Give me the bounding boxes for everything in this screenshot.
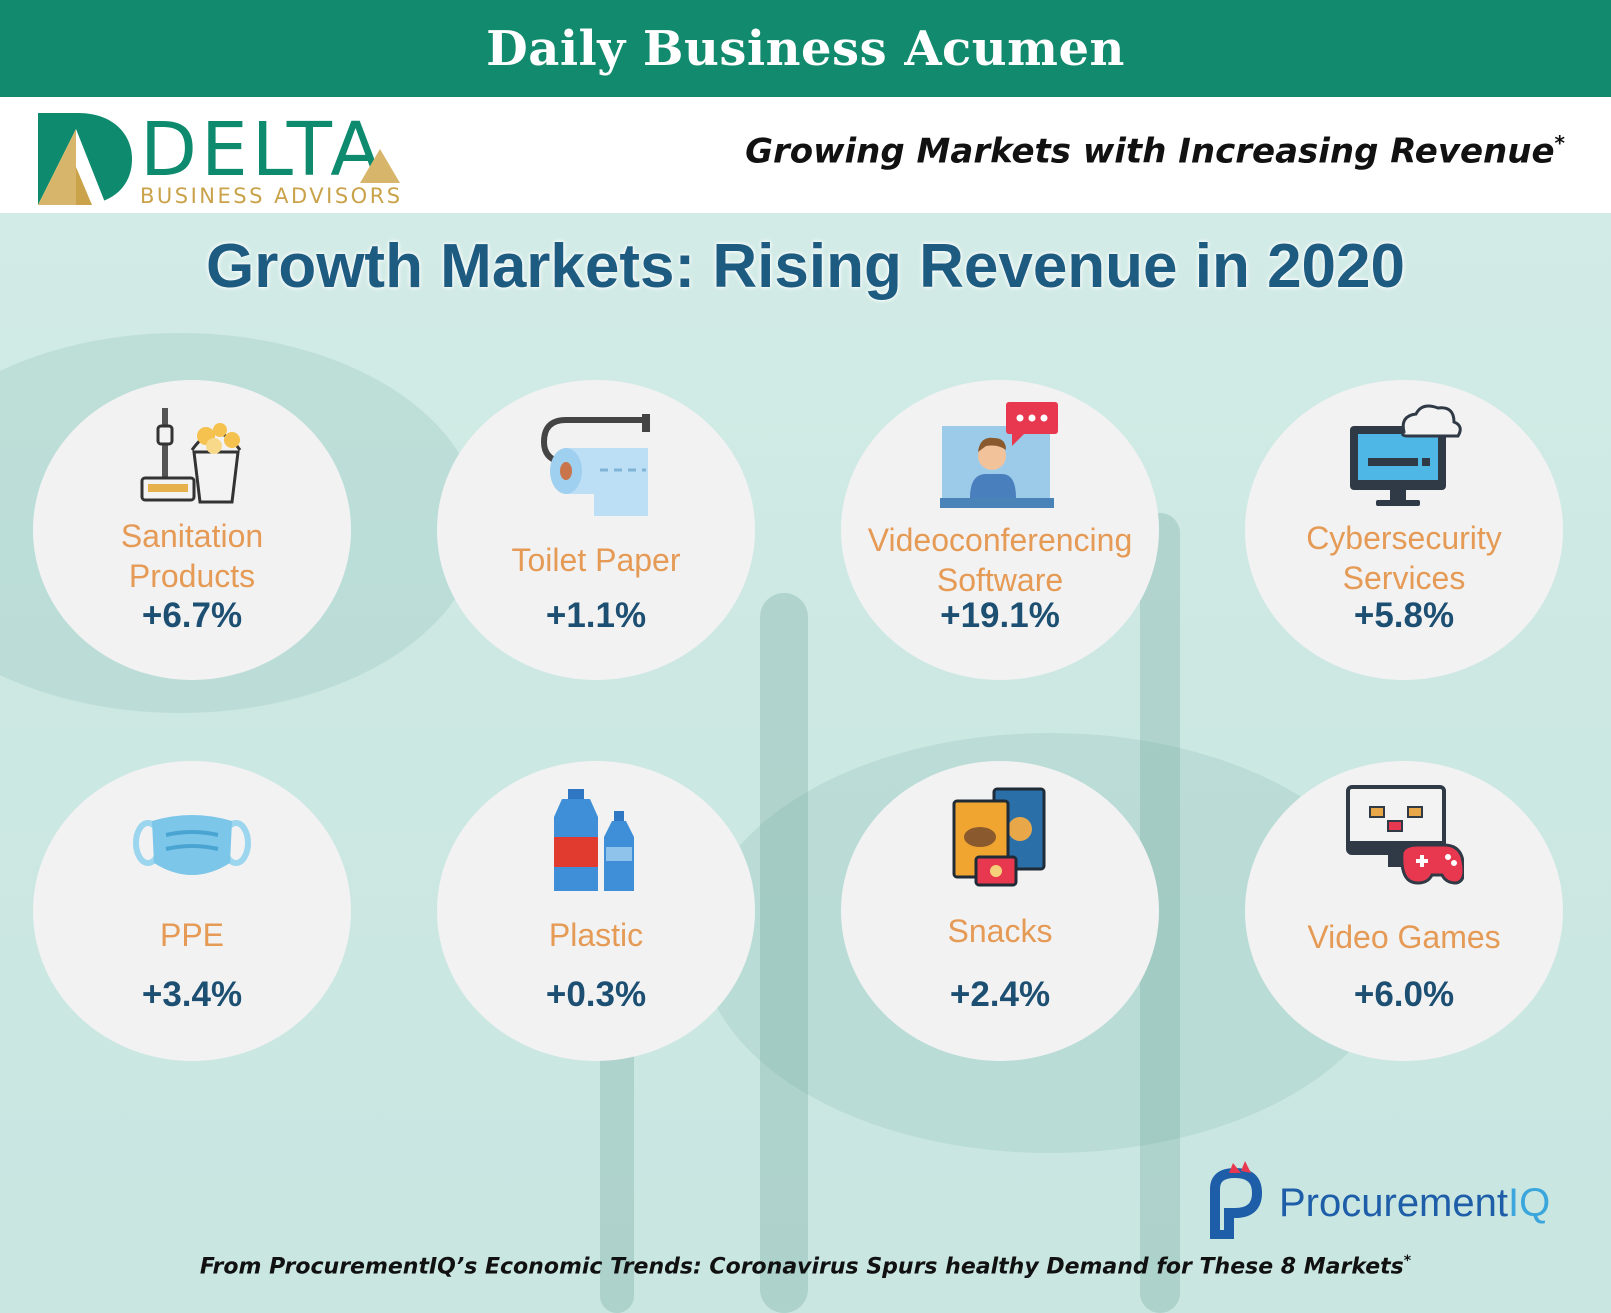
market-label-line: Products	[128, 558, 256, 594]
header-title: Daily Business Acumen	[486, 20, 1125, 77]
delta-logo-subtitle: BUSINESS ADVISORS	[140, 184, 403, 208]
market-value: +19.1%	[940, 596, 1060, 635]
header-bar: Daily Business Acumen	[0, 0, 1611, 97]
market-label-line: Snacks	[947, 913, 1053, 949]
delta-logo-name: DELTA	[140, 107, 385, 193]
market-value: +6.0%	[1353, 975, 1455, 1014]
market-value: +2.4%	[949, 975, 1051, 1014]
procurementiq-name: ProcurementIQ	[1279, 1181, 1550, 1226]
bg-cactus	[760, 593, 808, 1313]
footnote-text: From ProcurementIQ’s Economic Trends: Co…	[199, 1254, 1404, 1280]
infographic-title: Growth Markets: Rising Revenue in 2020	[205, 232, 1405, 301]
market-label: Cybersecurity Services	[1245, 518, 1563, 598]
market-label-line: Videoconferencing	[867, 522, 1133, 558]
procurementiq-logo: ProcurementIQ	[1203, 1159, 1583, 1239]
market-label: Plastic	[437, 915, 755, 955]
market-card-sanitation: Sanitation Products +6.7%	[33, 380, 351, 680]
snack-bags-icon	[940, 785, 1060, 895]
brand-bar: DELTA BUSINESS ADVISORS Growing Markets …	[0, 97, 1611, 213]
market-label-line: Cybersecurity	[1306, 520, 1502, 556]
market-label-line: Services	[1342, 560, 1466, 596]
market-value: +0.3%	[545, 975, 647, 1014]
market-label: Toilet Paper	[437, 540, 755, 580]
market-card-toilet-paper: Toilet Paper +1.1%	[437, 380, 755, 680]
market-card-ppe: PPE +3.4%	[33, 761, 351, 1061]
video-call-icon	[940, 400, 1060, 510]
delta-triangle-icon	[360, 149, 400, 183]
market-label-line: Plastic	[548, 917, 644, 953]
market-label: Sanitation Products	[33, 516, 351, 596]
market-card-videoconferencing: Videoconferencing Software +19.1%	[841, 380, 1159, 680]
market-label: Video Games	[1245, 917, 1563, 957]
delta-d-icon	[38, 113, 132, 205]
market-value: +5.8%	[1353, 596, 1455, 635]
source-footnote: From ProcurementIQ’s Economic Trends: Co…	[0, 1253, 1611, 1279]
toilet-paper-icon	[536, 408, 656, 518]
gamepad-monitor-icon	[1344, 783, 1464, 893]
tagline: Growing Markets with Increasing Revenue*	[745, 131, 1565, 171]
procurementiq-p-icon	[1210, 1161, 1263, 1239]
market-value: +1.1%	[545, 596, 647, 635]
market-card-snacks: Snacks +2.4%	[841, 761, 1159, 1061]
market-card-plastic: Plastic +0.3%	[437, 761, 755, 1061]
market-label-line: Software	[936, 562, 1064, 598]
market-label-line: PPE	[159, 917, 225, 953]
market-card-video-games: Video Games +6.0%	[1245, 761, 1563, 1061]
tagline-text: Growing Markets with Increasing Revenue	[745, 131, 1555, 172]
market-label: Videoconferencing Software	[841, 520, 1159, 600]
procurementiq-name-main: Procurement	[1279, 1181, 1508, 1225]
market-card-cybersecurity: Cybersecurity Services +5.8%	[1245, 380, 1563, 680]
tagline-asterisk: *	[1554, 131, 1565, 155]
market-value: +3.4%	[141, 975, 243, 1014]
market-value: +6.7%	[141, 596, 243, 635]
infographic-main: Growth Markets: Rising Revenue in 2020 S…	[0, 213, 1611, 1313]
plastic-bottles-icon	[536, 787, 656, 897]
market-label-line: Sanitation	[120, 518, 264, 554]
market-label: PPE	[33, 915, 351, 955]
cloud-monitor-icon	[1344, 402, 1464, 512]
footnote-asterisk: *	[1403, 1253, 1412, 1269]
market-label-line: Video Games	[1307, 919, 1501, 955]
procurementiq-name-iq: IQ	[1507, 1181, 1551, 1225]
market-label: Snacks	[841, 911, 1159, 951]
mop-bucket-icon	[132, 406, 252, 516]
market-label-line: Toilet Paper	[511, 542, 681, 578]
delta-logo: DELTA BUSINESS ADVISORS	[36, 107, 406, 208]
face-mask-icon	[132, 791, 252, 901]
